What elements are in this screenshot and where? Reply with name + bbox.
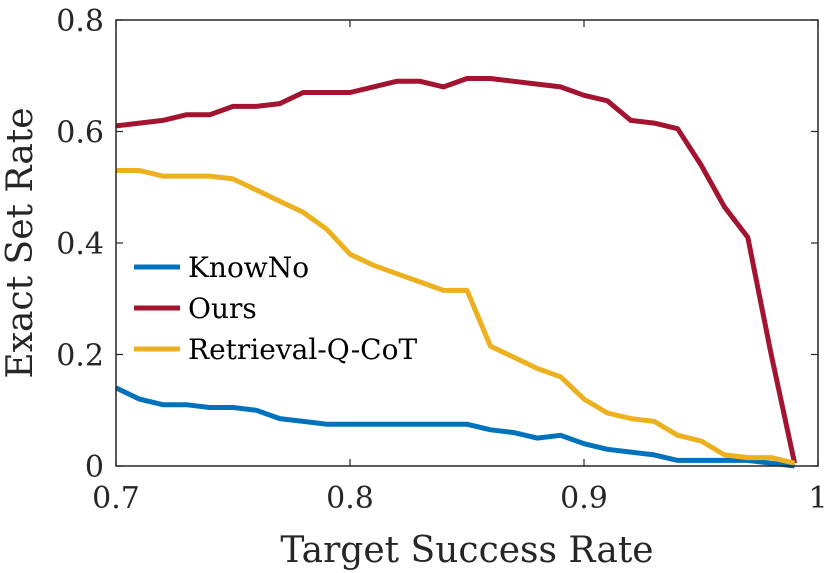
legend-label: KnowNo	[188, 251, 309, 284]
y-axis-label: Exact Set Rate	[0, 107, 41, 378]
series-line-knowno	[114, 385, 795, 469]
x-axis: 0.7 0.8 0.9 1	[92, 20, 828, 516]
x-tick-label: 0.9	[560, 481, 608, 516]
y-tick-label: 0.2	[56, 339, 104, 374]
y-tick-label: 0	[85, 450, 104, 485]
series-line-ours	[115, 76, 798, 464]
y-tick-label: 0.8	[56, 4, 104, 39]
legend-label: Retrieval-Q-CoT	[188, 333, 417, 366]
y-axis: 0 0.2 0.4 0.6 0.8	[56, 4, 818, 485]
x-tick-label: 0.8	[326, 481, 374, 516]
y-tick-label: 0.6	[56, 116, 104, 151]
x-tick-label: 0.7	[92, 481, 140, 516]
y-tick-label: 0.4	[56, 227, 104, 262]
legend: KnowNo Ours Retrieval-Q-CoT	[134, 251, 417, 366]
series-line-retrieval-q-cot	[116, 168, 796, 466]
legend-label: Ours	[188, 292, 257, 325]
x-tick-label: 1	[808, 481, 827, 516]
x-axis-label: Target Success Rate	[280, 530, 653, 571]
plot-frame	[115, 19, 819, 467]
plot-lines	[114, 76, 798, 469]
